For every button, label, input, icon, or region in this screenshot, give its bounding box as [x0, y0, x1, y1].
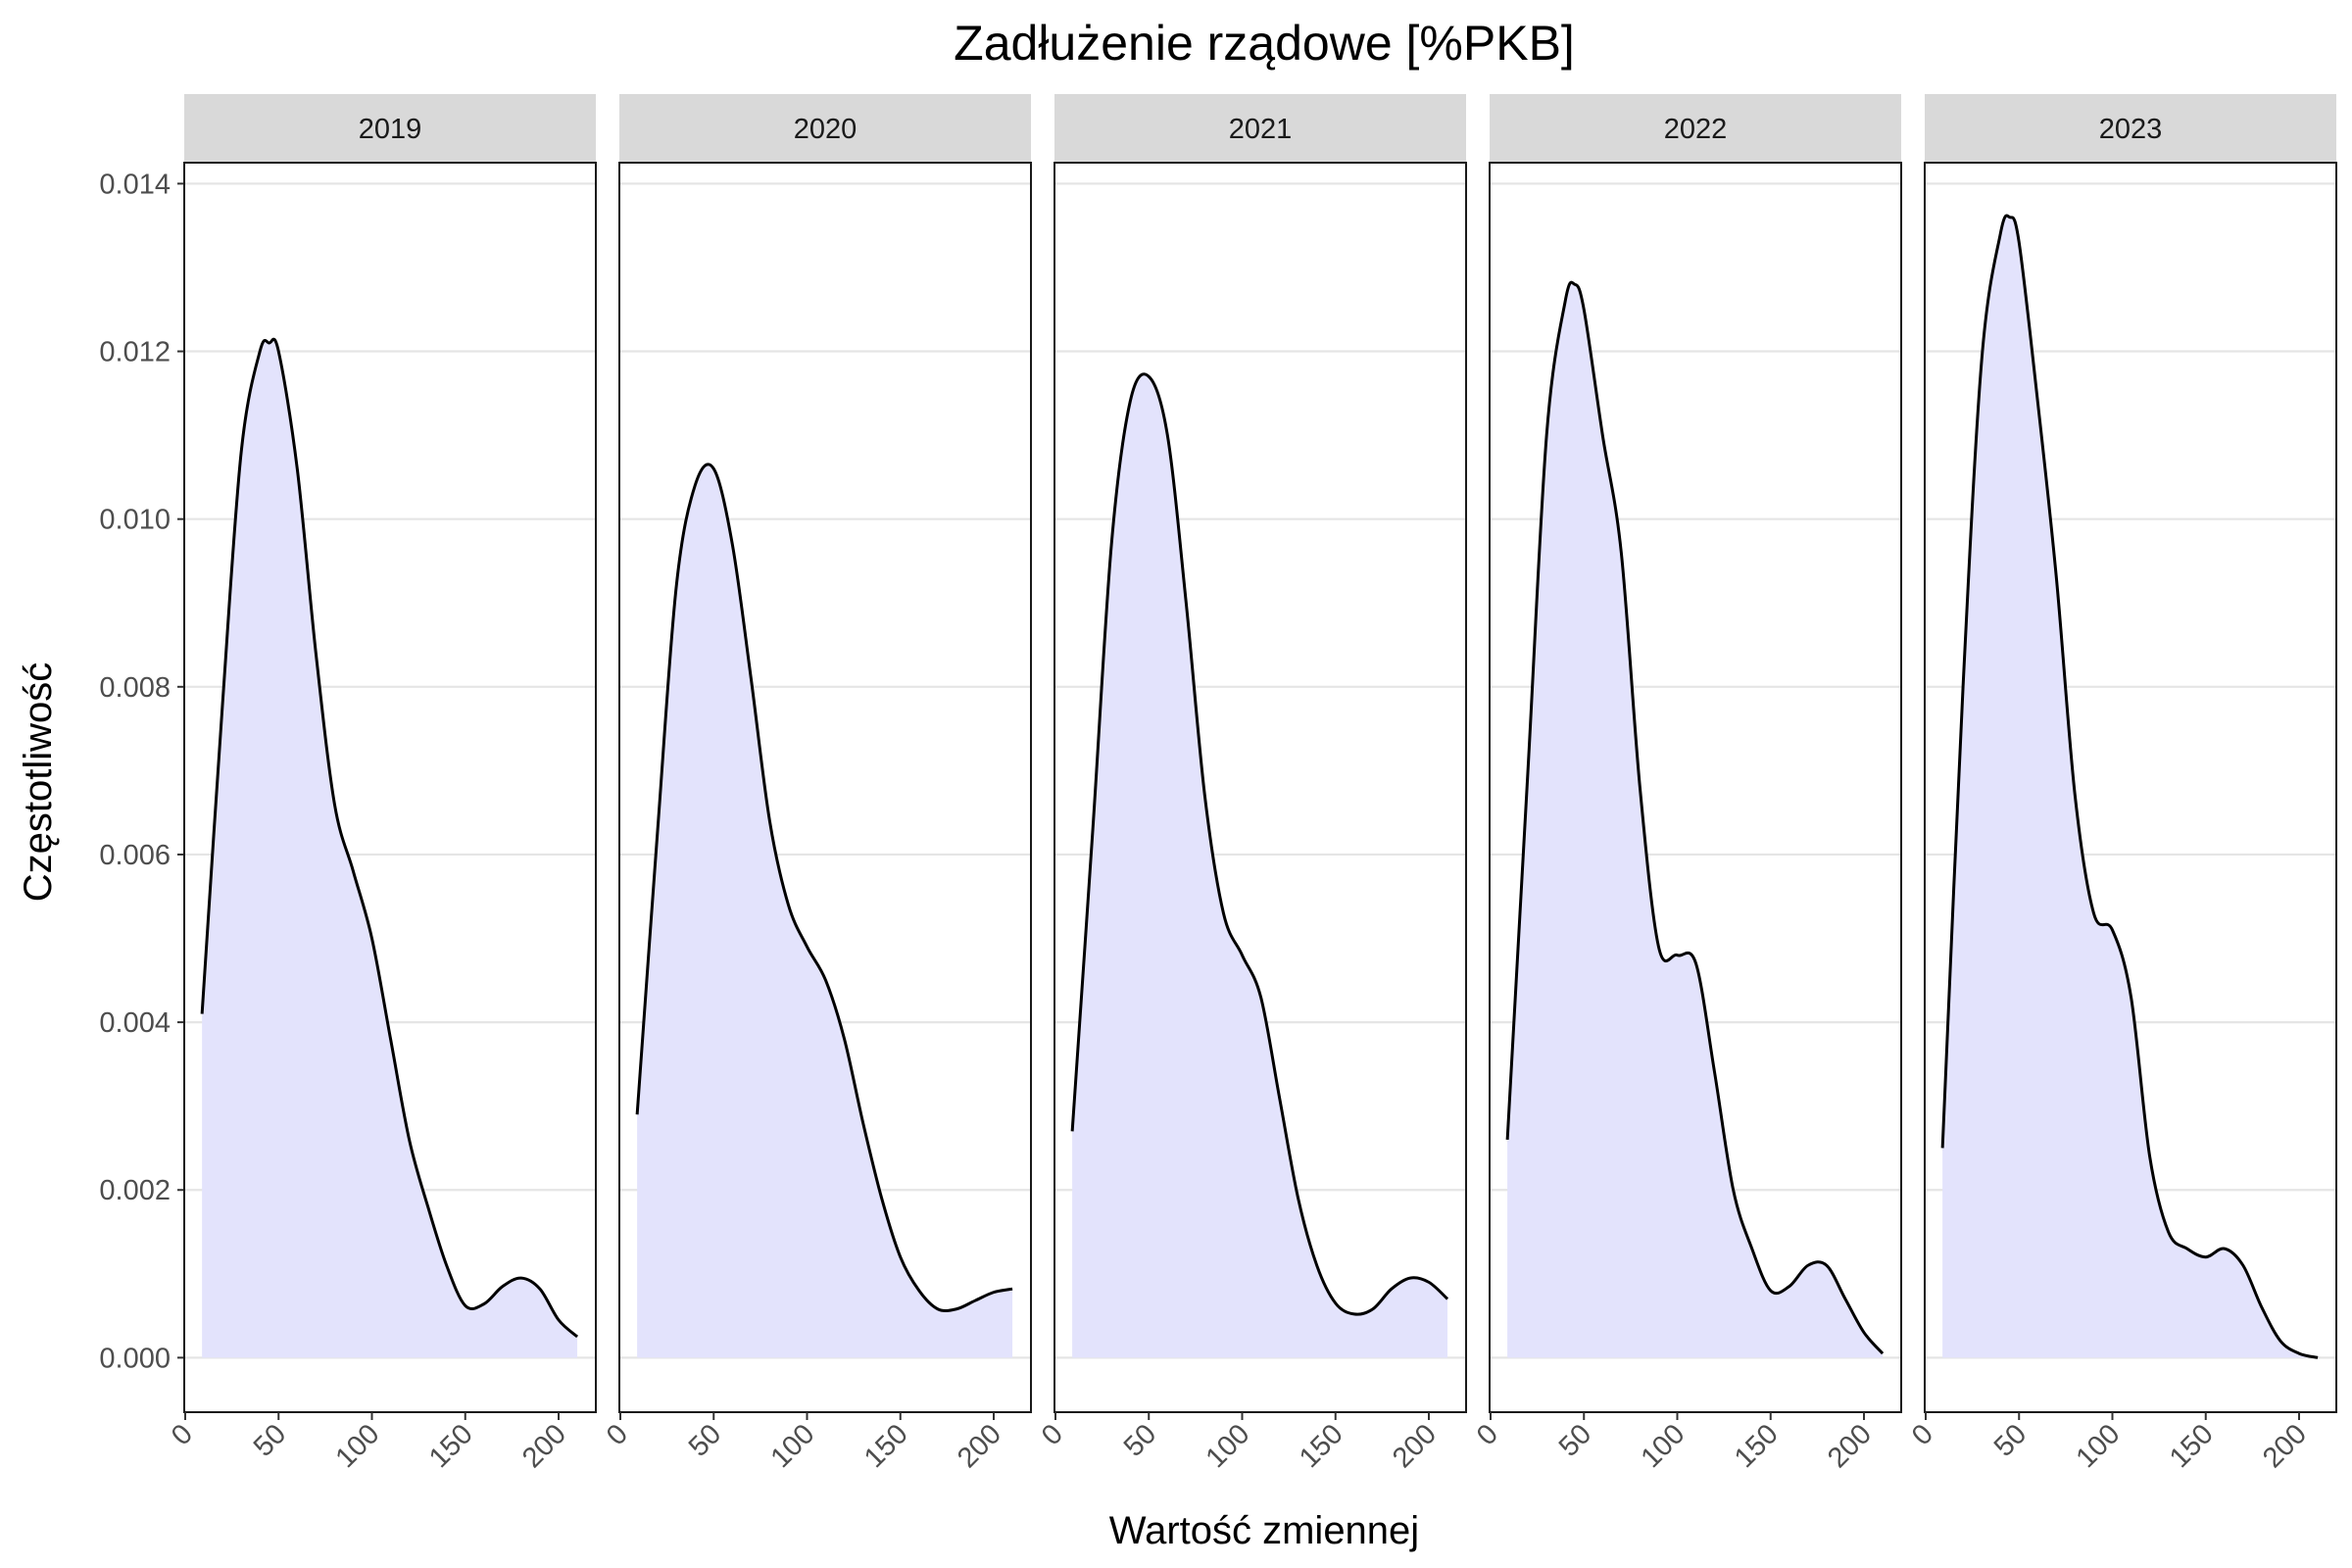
facet-panel-2021: 2021 0 50 100 150 200	[1036, 94, 1467, 1474]
x-tick-label: 50	[683, 1418, 727, 1462]
density-area	[1942, 216, 2319, 1358]
facet-strip	[619, 94, 1031, 163]
y-tick-label: 0.014	[99, 169, 171, 200]
x-tick-label: 0	[166, 1418, 199, 1451]
x-tick-label: 150	[2164, 1418, 2220, 1474]
density-area	[1507, 282, 1884, 1358]
x-tick-label: 100	[2071, 1418, 2127, 1474]
facet-strip	[1490, 94, 1901, 163]
chart-title: Zadłużenie rządowe [%PKB]	[954, 16, 1575, 71]
x-tick-label: 150	[858, 1418, 914, 1474]
facet-panel-2023: 2023 0 50 100 150 200	[1906, 94, 2337, 1474]
y-axis: 0.000 0.002 0.004 0.006 0.008 0.010 0.012 0.014	[99, 169, 184, 1374]
facet-strip-label: 2021	[1229, 114, 1293, 145]
density-line	[635, 463, 1013, 1313]
x-tick-label: 150	[423, 1418, 479, 1474]
panel-border	[1054, 162, 1467, 1413]
x-tick-label: 200	[516, 1418, 572, 1474]
x-tick-label: 0	[1906, 1418, 1939, 1451]
x-tick-label: 0	[601, 1418, 634, 1451]
density-line	[1070, 372, 1449, 1316]
facet-strip	[1054, 94, 1466, 163]
facet-panels: 2019 0 50 100 150 200 2020 0 50 100 150 200 2021 0 50 1…	[166, 94, 2337, 1474]
x-tick-label: 0	[1471, 1418, 1504, 1451]
density-area	[637, 464, 1013, 1358]
x-tick-label: 100	[1200, 1418, 1256, 1474]
x-tick-label: 200	[952, 1418, 1007, 1474]
density-area	[202, 339, 578, 1358]
facet-strip-label: 2019	[359, 114, 422, 145]
facet-strip	[184, 94, 596, 163]
x-tick-label: 100	[765, 1418, 821, 1474]
x-tick-label: 50	[248, 1418, 292, 1462]
x-tick-label: 200	[1387, 1418, 1443, 1474]
facet-panel-2020: 2020 0 50 100 150 200	[601, 94, 1032, 1474]
facet-panel-2019: 2019 0 50 100 150 200	[166, 94, 597, 1474]
x-tick-label: 50	[1988, 1418, 2033, 1462]
y-tick-label: 0.012	[99, 337, 171, 368]
x-tick-label: 50	[1553, 1418, 1597, 1462]
x-tick-label: 200	[2257, 1418, 2313, 1474]
y-tick-label: 0.004	[99, 1007, 171, 1039]
y-tick-label: 0.006	[99, 840, 171, 871]
y-axis-title: Częstotliwość	[17, 662, 60, 903]
density-line	[1505, 280, 1885, 1355]
x-tick-label: 50	[1118, 1418, 1162, 1462]
facet-panel-2022: 2022 0 50 100 150 200	[1471, 94, 1902, 1474]
density-line	[1940, 214, 2319, 1359]
facet-strip-label: 2023	[2099, 114, 2163, 145]
x-tick-label: 0	[1036, 1418, 1069, 1451]
x-tick-label: 100	[1636, 1418, 1691, 1474]
panel-border	[618, 162, 1032, 1413]
x-tick-label: 200	[1822, 1418, 1878, 1474]
panel-border	[1489, 162, 1902, 1413]
panel-border	[183, 162, 597, 1413]
x-tick-label: 150	[1294, 1418, 1349, 1474]
facet-strip-label: 2020	[794, 114, 858, 145]
density-line	[200, 337, 579, 1339]
x-tick-label: 150	[1729, 1418, 1785, 1474]
y-tick-label: 0.008	[99, 672, 171, 704]
y-tick-label: 0.002	[99, 1175, 171, 1206]
panel-border	[1924, 162, 2337, 1413]
y-tick-label: 0.010	[99, 505, 171, 536]
density-area	[1072, 373, 1448, 1358]
y-tick-label: 0.000	[99, 1343, 171, 1374]
x-axis-title: Wartość zmiennej	[1109, 1509, 1419, 1552]
facet-strip-label: 2022	[1664, 114, 1728, 145]
x-tick-label: 100	[330, 1418, 386, 1474]
facet-strip	[1925, 94, 2336, 163]
